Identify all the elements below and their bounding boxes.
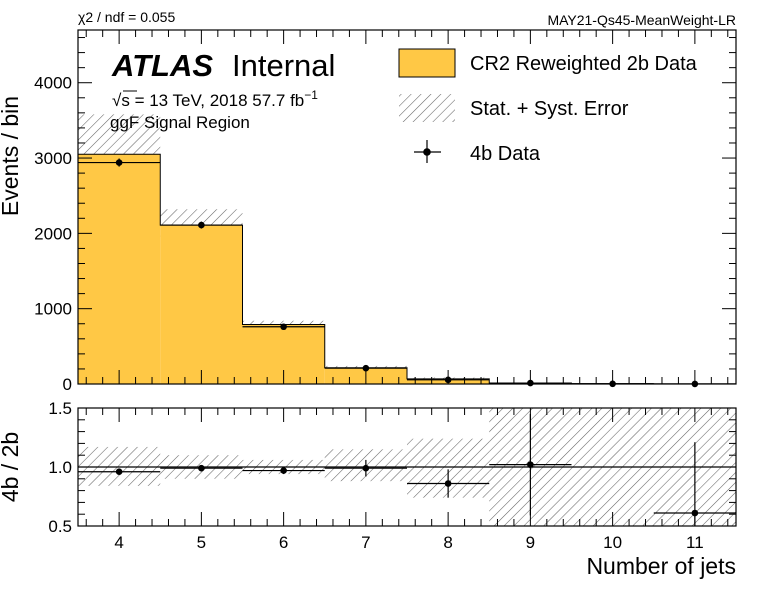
data-point-4 [115,159,123,166]
main-ytick-label: 4000 [34,74,72,93]
main-y-axis-title: Events / bin [0,96,23,216]
region-label: ggF Signal Region [110,113,250,132]
legend: CR2 Reweighted 2b Data Stat. + Syst. Err… [398,48,698,165]
x-tick-label: 4 [114,533,123,552]
atlas-logo-text: ATLAS [111,48,213,83]
lumi-exponent: −1 [304,88,318,102]
x-axis-title: Number of jets [586,553,736,579]
main-frame [77,29,737,385]
atlas-status: Internal [232,48,335,83]
x-tick-label: 6 [279,533,288,552]
main-ytick-label: 0 [63,375,72,394]
legend-label-2b: CR2 Reweighted 2b Data [470,53,698,75]
ratio-ytick-label: 1.5 [48,399,72,418]
ratio-y-axis-title: 4b / 2b [0,432,23,502]
legend-hatch-swatch [399,94,455,122]
ratio-point-5 [198,464,205,472]
data-point-6 [280,323,287,331]
hist-bar-5 [160,225,243,384]
main-axis-ticks: 0 1000 2000 3000 4000 [34,30,736,394]
main-ytick-label: 1000 [34,300,72,319]
atlas-label: ATLAS Internal √s = 13 TeV, 2018 57.7 fb… [110,48,335,132]
ratio-point-6 [280,467,287,474]
ratio-panel: 0.5 1.0 1.5 4 5 6 7 8 9 10 11 [48,399,737,552]
main-panel: 0 1000 2000 3000 4000 [34,29,737,394]
main-histogram [77,153,737,385]
x-tick-label: 11 [686,533,704,552]
data-point-7 [362,364,370,372]
hist-bar-4 [78,154,161,384]
x-tick-label: 9 [526,533,535,552]
legend-fill-swatch [398,48,456,78]
ratio-point-4 [115,468,123,476]
energy-sqrt-s: √s [112,91,130,110]
selection-tag: MAY21-Qs45-MeanWeight-LR [547,12,736,28]
legend-marker-dot [423,148,431,156]
legend-label-error: Stat. + Syst. Error [470,98,629,120]
ratio-point-7 [362,464,370,472]
main-ytick-label: 3000 [34,149,72,168]
energy-lumi: √s = 13 TeV, 2018 57.7 fb−1 [112,88,318,110]
x-tick-label: 5 [197,533,206,552]
ratio-axis-ticks: 0.5 1.0 1.5 4 5 6 7 8 9 10 11 [48,399,736,552]
x-tick-label: 10 [603,533,622,552]
legend-label-4b: 4b Data [470,143,541,165]
x-tick-label: 7 [361,533,370,552]
data-point-5 [198,221,205,229]
ratio-ytick-label: 1.0 [48,458,72,477]
energy-lumi-text: = 13 TeV, 2018 57.7 fb [130,91,304,110]
ratio-point-9 [527,461,534,468]
ratio-point-8 [444,480,452,487]
x-tick-label: 8 [443,533,452,552]
chi2-label: χ2 / ndf = 0.055 [78,9,175,25]
main-ytick-label: 2000 [34,224,72,243]
ratio-ytick-label: 0.5 [48,517,72,536]
